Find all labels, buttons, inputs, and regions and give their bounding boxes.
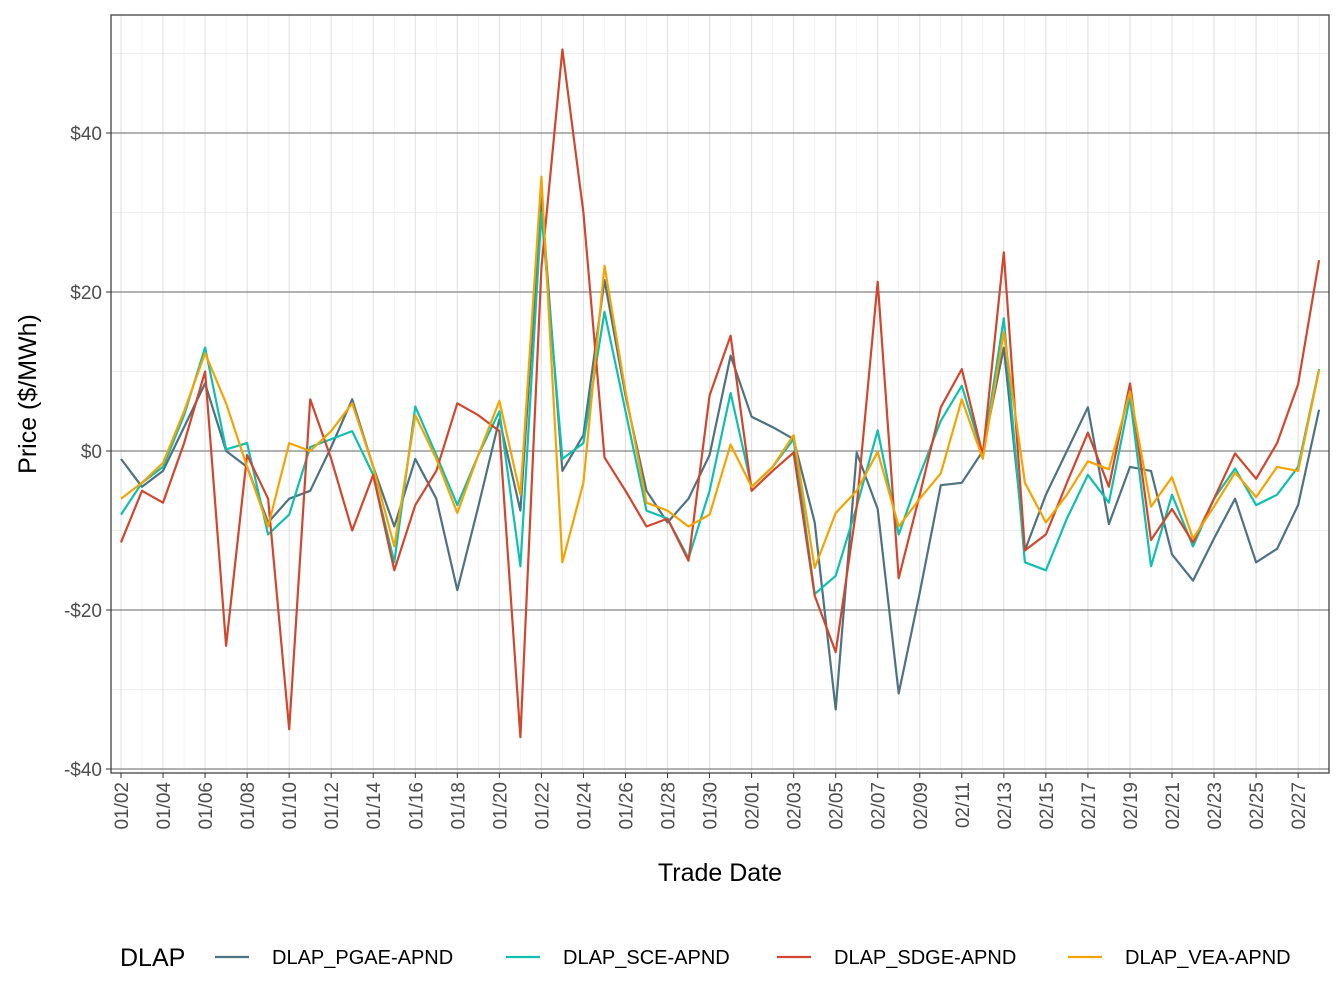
x-tick-label: 01/08 bbox=[238, 782, 259, 830]
x-tick-label: 02/09 bbox=[911, 782, 932, 830]
plot-panel bbox=[111, 15, 1329, 773]
x-tick-label: 01/24 bbox=[574, 782, 595, 830]
legend-title: DLAP bbox=[120, 944, 185, 972]
series-line-DLAP_SDGE-APND bbox=[119, 48, 1321, 739]
y-tick-label: $40 bbox=[70, 124, 102, 145]
x-tick-label: 01/16 bbox=[406, 782, 427, 830]
y-tick-label: $0 bbox=[81, 442, 102, 463]
x-tick-label: 01/26 bbox=[616, 782, 637, 830]
x-tick-label: 02/17 bbox=[1079, 782, 1100, 830]
y-tick-label: $20 bbox=[70, 283, 102, 304]
legend-label: DLAP_SCE-APND bbox=[563, 947, 730, 969]
x-tick-label: 02/25 bbox=[1247, 782, 1268, 830]
x-tick-label: 01/14 bbox=[364, 782, 385, 830]
x-tick-label: 02/13 bbox=[995, 782, 1016, 830]
x-tick-label: 02/05 bbox=[827, 782, 848, 830]
y-axis-title: Price ($/MWh) bbox=[14, 314, 42, 474]
x-tick-label: 01/04 bbox=[154, 782, 175, 830]
legend: DLAP DLAP_PGAE-APND DLAP_SCE-APND DLAP_SDG… bbox=[120, 944, 1291, 972]
x-tick-label: 02/15 bbox=[1037, 782, 1058, 830]
x-tick-label: 02/03 bbox=[785, 782, 806, 830]
series-line-DLAP_PGAE-APND bbox=[120, 195, 1321, 711]
x-axis-title: Trade Date bbox=[658, 859, 782, 887]
x-tick-label: 01/12 bbox=[322, 782, 343, 830]
x-tick-label: 02/01 bbox=[743, 782, 764, 830]
x-tick-label: 02/11 bbox=[953, 782, 974, 828]
x-tick-label: 01/10 bbox=[280, 782, 301, 830]
y-tick-label: -$40 bbox=[64, 760, 102, 781]
y-axis: -$40 -$20 $0 $20 $40 bbox=[64, 124, 111, 781]
x-tick-label: 01/02 bbox=[112, 782, 133, 830]
x-tick-label: 02/27 bbox=[1289, 782, 1310, 830]
x-tick-label: 01/20 bbox=[490, 782, 511, 830]
x-tick-label: 01/30 bbox=[701, 782, 722, 830]
x-tick-label: 01/18 bbox=[448, 782, 469, 830]
x-axis: 01/02 01/04 01/06 01/08 01/10 01/12 01/14 01/16… bbox=[112, 773, 1310, 830]
series-line-DLAP_VEA-APND bbox=[120, 175, 1321, 570]
series-lines bbox=[119, 48, 1321, 739]
legend-label: DLAP_SDGE-APND bbox=[834, 947, 1016, 969]
y-tick-label: -$20 bbox=[64, 601, 102, 622]
x-tick-label: 02/21 bbox=[1163, 782, 1184, 830]
x-tick-label: 02/07 bbox=[869, 782, 890, 830]
x-tick-label: 02/23 bbox=[1205, 782, 1226, 830]
x-tick-label: 01/28 bbox=[659, 782, 680, 830]
series-line-DLAP_SCE-APND bbox=[120, 211, 1321, 596]
legend-label: DLAP_PGAE-APND bbox=[272, 947, 453, 969]
x-tick-label: 01/22 bbox=[532, 782, 553, 830]
x-tick-label: 02/19 bbox=[1121, 782, 1142, 830]
legend-label: DLAP_VEA-APND bbox=[1125, 947, 1291, 969]
panel-border bbox=[110, 14, 1330, 774]
x-tick-label: 01/06 bbox=[196, 782, 217, 830]
